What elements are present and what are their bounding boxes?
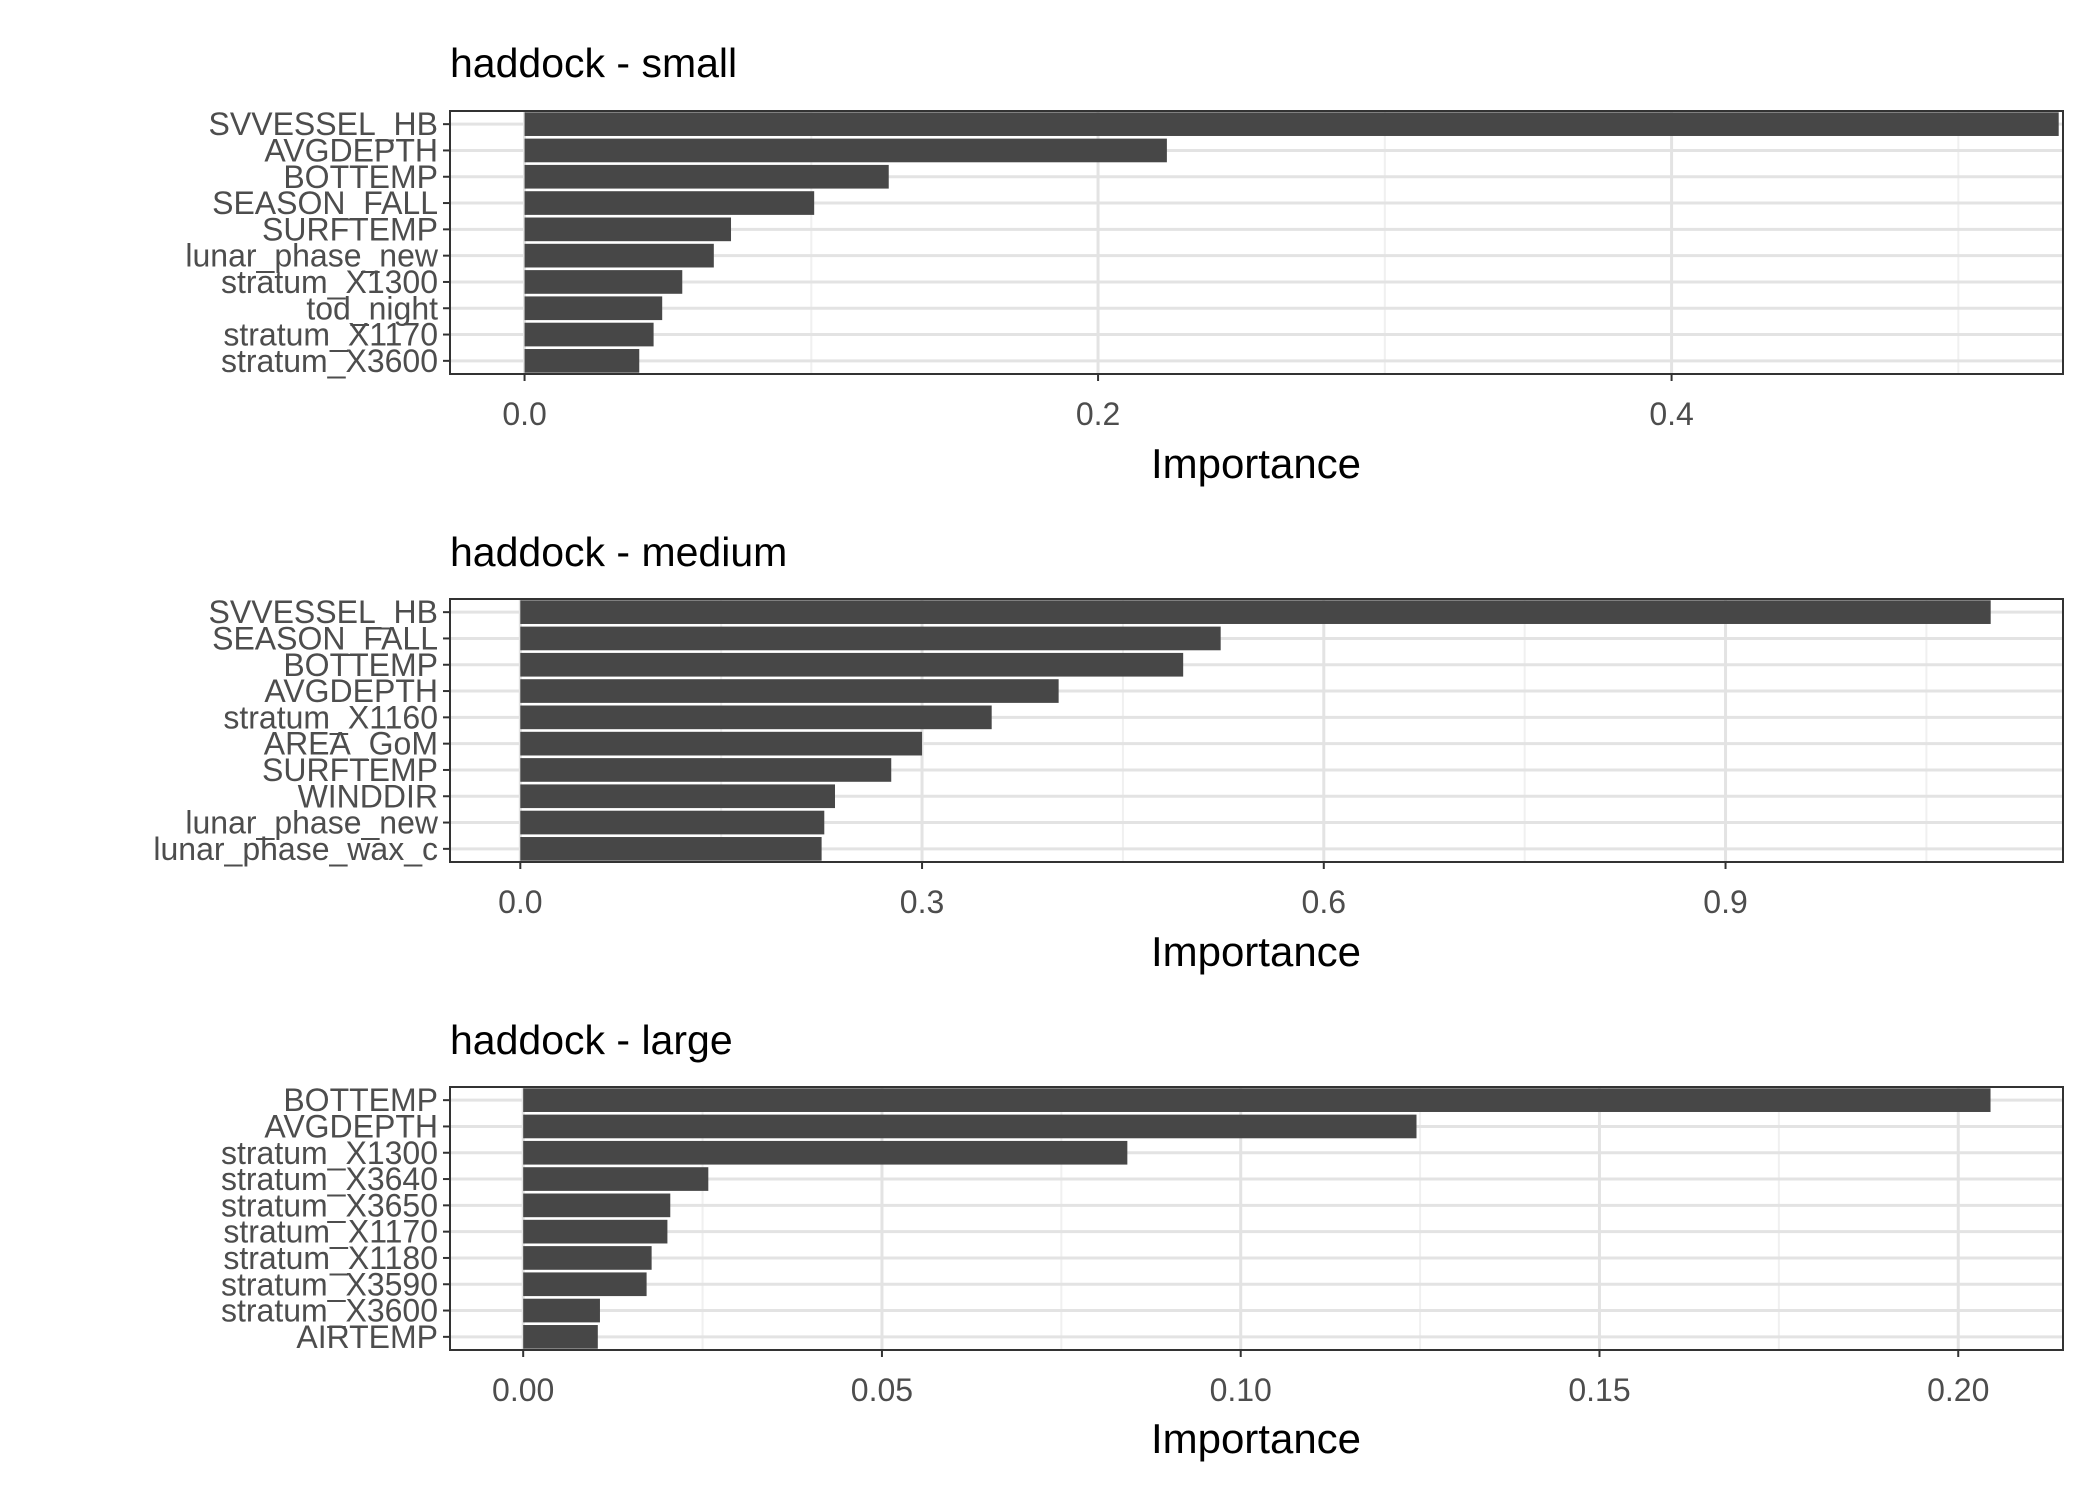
- bar: [524, 296, 663, 321]
- panel-border: [449, 598, 2064, 863]
- x-tick-label: 0.3: [900, 884, 944, 920]
- category-label: BOTTEMP: [283, 647, 438, 683]
- category-label: WINDDIR: [298, 778, 438, 814]
- category-label: AVGDEPTH: [264, 673, 438, 709]
- bar: [523, 1140, 1128, 1165]
- category-label: lunar_phase_new: [185, 238, 439, 274]
- category-label: stratum_X1170: [223, 1214, 438, 1250]
- category-label: stratum_X1300: [221, 1135, 438, 1171]
- x-tick-label: 0.4: [1649, 396, 1693, 432]
- x-tick-label: 0.05: [851, 1372, 913, 1408]
- category-label: stratum_X3590: [221, 1266, 438, 1302]
- panel-haddock-small: haddock - small Importance SVVESSEL_HBAV…: [185, 40, 2064, 487]
- bar: [520, 784, 836, 809]
- category-label: stratum_X3600: [221, 343, 438, 379]
- x-axis-title: Importance: [1151, 928, 1361, 975]
- category-label: AVGDEPTH: [264, 132, 438, 168]
- category-label: stratum_X1300: [221, 264, 438, 300]
- panel-title: haddock - small: [450, 40, 737, 86]
- category-label: AVGDEPTH: [264, 1108, 438, 1144]
- bar: [520, 810, 825, 835]
- bar: [524, 164, 889, 189]
- category-label: SEASON_FALL: [212, 620, 438, 656]
- bar: [524, 322, 654, 347]
- category-label: BOTTEMP: [283, 159, 438, 195]
- bar: [524, 349, 640, 373]
- bar: [520, 705, 992, 730]
- bar: [524, 217, 732, 242]
- category-label: SVVESSEL_HB: [209, 594, 438, 630]
- bar: [524, 138, 1167, 163]
- bar: [523, 1325, 598, 1349]
- bar: [524, 191, 815, 215]
- panel-border: [449, 110, 2064, 375]
- category-label: tod_night: [306, 290, 438, 326]
- bar: [520, 758, 892, 782]
- x-tick-label: 0.6: [1302, 884, 1346, 920]
- bar: [523, 1114, 1417, 1139]
- bar: [520, 837, 822, 861]
- panel-haddock-medium: haddock - medium Importance SVVESSEL_HBS…: [153, 529, 2064, 975]
- category-label: SEASON_FALL: [212, 185, 438, 221]
- x-tick-label: 0.2: [1076, 396, 1120, 432]
- category-label: stratum_X3650: [221, 1187, 438, 1223]
- panel-title: haddock - medium: [450, 529, 787, 575]
- category-label: stratum_X1160: [223, 699, 438, 735]
- x-axis-title: Importance: [1151, 1415, 1361, 1462]
- bar: [520, 626, 1221, 651]
- category-label: stratum_X3640: [221, 1161, 438, 1197]
- x-tick-label: 0.0: [502, 396, 546, 432]
- bar: [523, 1219, 668, 1244]
- category-label: AREA_GoM: [264, 726, 438, 762]
- bar: [520, 731, 923, 756]
- category-label: stratum_X1180: [223, 1240, 438, 1276]
- x-tick-label: 0.15: [1568, 1372, 1630, 1408]
- bar: [523, 1088, 1991, 1112]
- bar: [523, 1167, 709, 1191]
- category-label: lunar_phase_wax_c: [153, 831, 438, 867]
- category-label: stratum_X1170: [223, 317, 438, 353]
- x-tick-label: 0.9: [1703, 884, 1747, 920]
- panel-title: haddock - large: [450, 1017, 733, 1063]
- bar: [524, 270, 683, 294]
- bar: [523, 1272, 647, 1297]
- panel-border: [449, 1086, 2064, 1351]
- bar: [524, 243, 714, 268]
- x-tick-label: 0.10: [1210, 1372, 1272, 1408]
- category-label: stratum_X3600: [221, 1293, 438, 1329]
- bar: [523, 1298, 600, 1323]
- panel-haddock-large: haddock - large Importance BOTTEMPAVGDEP…: [221, 1017, 2064, 1462]
- bar: [520, 679, 1059, 703]
- category-label: SURFTEMP: [262, 211, 438, 247]
- x-tick-label: 0.20: [1927, 1372, 1989, 1408]
- bar: [520, 652, 1184, 677]
- x-axis-title: Importance: [1151, 440, 1361, 487]
- category-label: AIRTEMP: [296, 1319, 438, 1355]
- bar: [523, 1193, 671, 1218]
- x-tick-label: 0.00: [492, 1372, 554, 1408]
- category-label: BOTTEMP: [283, 1082, 438, 1118]
- bar: [523, 1246, 652, 1270]
- x-tick-label: 0.0: [498, 884, 542, 920]
- category-label: lunar_phase_new: [185, 805, 439, 841]
- bar: [520, 600, 1991, 624]
- category-label: SVVESSEL_HB: [209, 106, 438, 142]
- bar: [524, 112, 2059, 136]
- category-label: SURFTEMP: [262, 752, 438, 788]
